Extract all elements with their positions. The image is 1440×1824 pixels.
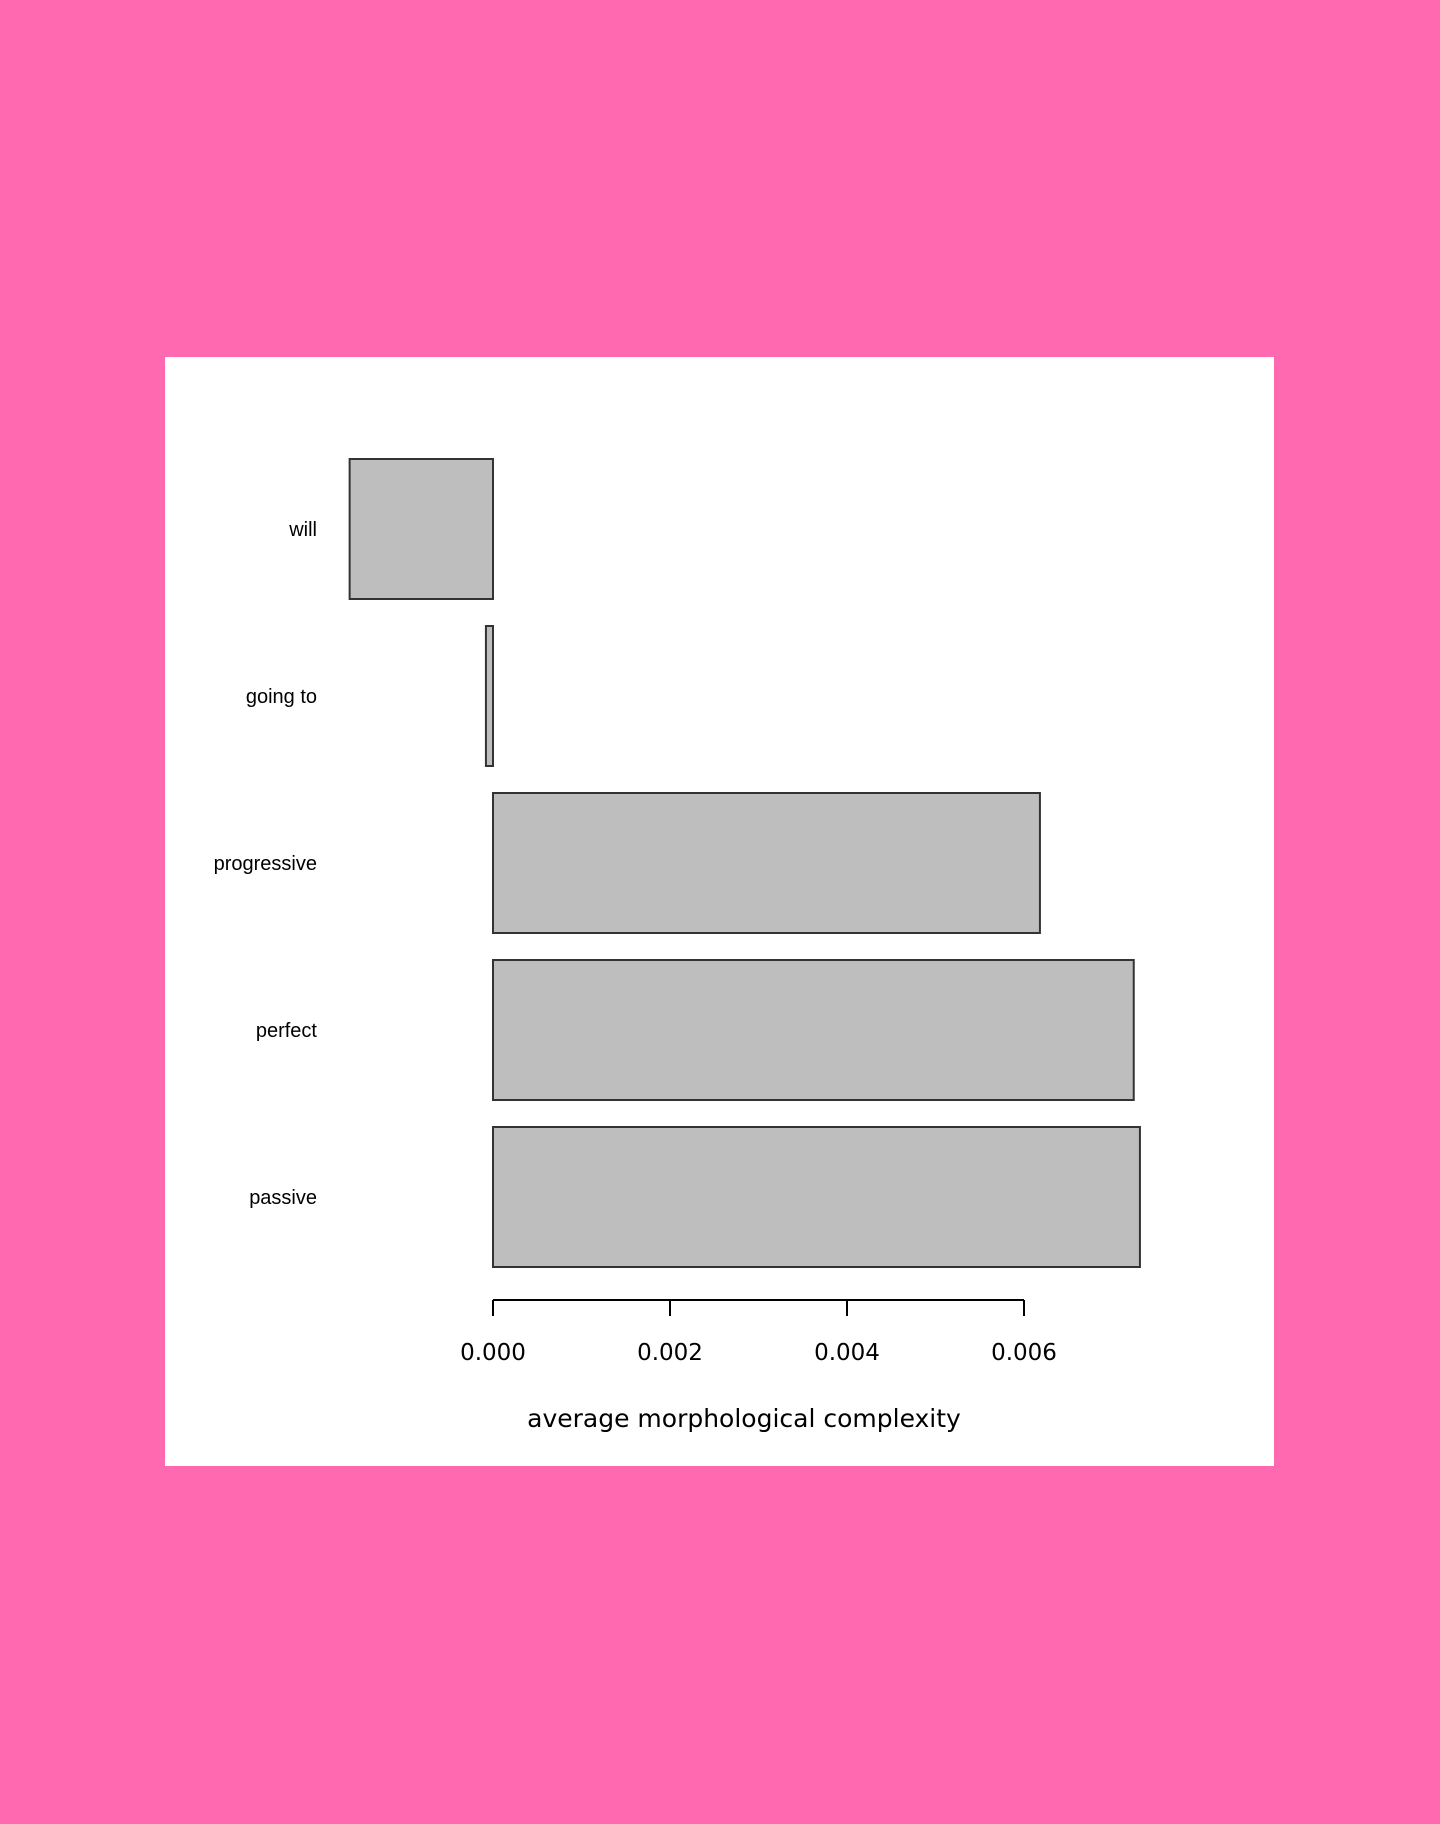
category-label-will: will	[288, 519, 317, 541]
bar-perfect	[492, 959, 1135, 1101]
bar-will	[348, 458, 494, 600]
category-labels: will going to progressive perfect passive	[214, 519, 318, 1209]
bar-passive	[492, 1126, 1141, 1268]
category-label-perfect: perfect	[256, 1020, 318, 1042]
bar-progressive	[492, 792, 1041, 934]
x-axis-title: average morphological complexity	[527, 1404, 961, 1433]
category-label-progressive: progressive	[214, 853, 317, 875]
bar-going-to	[484, 625, 495, 767]
x-tick-label: 0.002	[637, 1340, 703, 1366]
x-tick-label: 0.000	[460, 1340, 526, 1366]
category-label-passive: passive	[249, 1187, 317, 1209]
bars-layer	[348, 458, 1141, 1268]
x-axis: 0.000 0.002 0.004 0.006	[460, 1299, 1057, 1366]
x-tick-label: 0.006	[991, 1340, 1057, 1366]
category-label-going-to: going to	[246, 686, 317, 708]
x-tick-label: 0.004	[814, 1340, 880, 1366]
